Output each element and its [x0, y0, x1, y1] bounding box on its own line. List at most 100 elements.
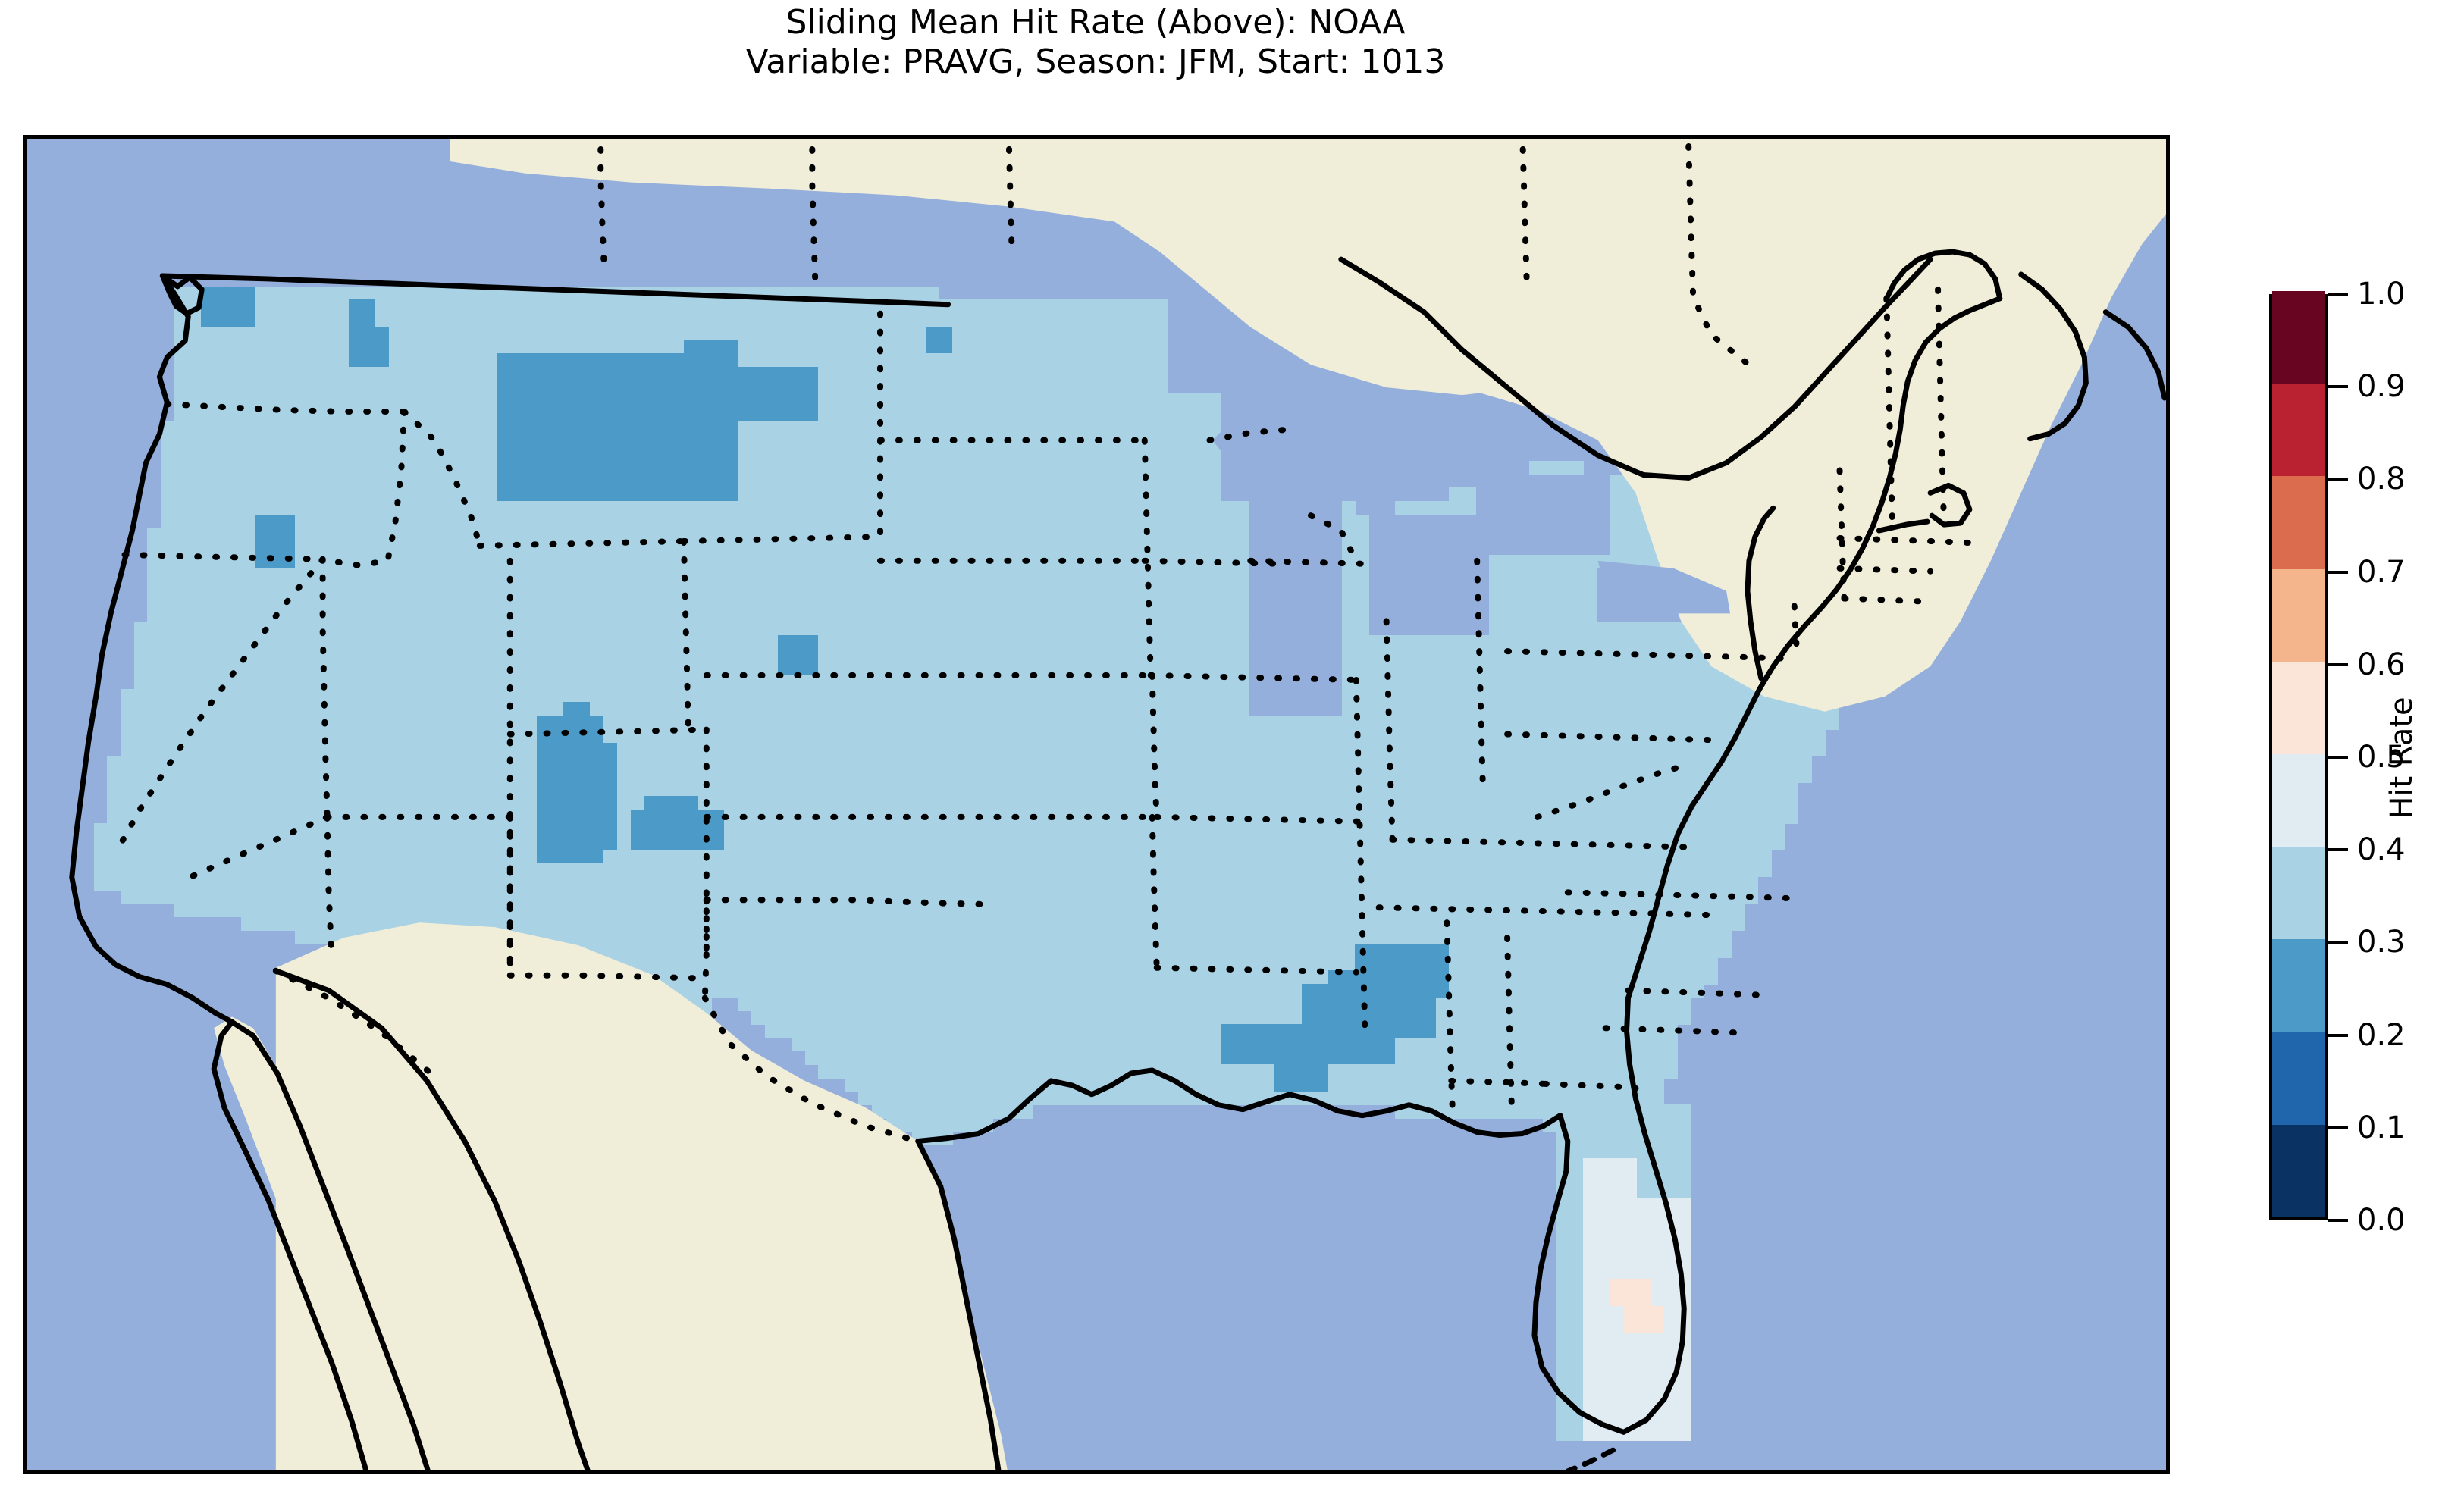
heatmap-cell [952, 326, 967, 341]
heatmap-cell [630, 313, 644, 327]
heatmap-cell [1033, 326, 1047, 341]
heatmap-cell [187, 326, 202, 341]
heatmap-cell [563, 326, 578, 341]
heatmap-cell [1100, 299, 1114, 314]
heatmap-cell [281, 286, 296, 301]
heatmap-cell [1046, 299, 1061, 314]
heatmap-cell [335, 340, 350, 354]
heatmap-cell [952, 299, 967, 314]
heatmap-cell [912, 286, 926, 301]
heatmap-cell [845, 326, 860, 341]
heatmap-cell [214, 286, 229, 301]
heatmap-cell [308, 313, 323, 327]
heatmap-cell [670, 340, 685, 354]
heatmap-cell [590, 299, 604, 314]
heatmap-cell [536, 313, 551, 327]
heatmap-cell [791, 326, 806, 341]
heatmap-cell [1046, 326, 1061, 341]
heatmap-cell [804, 340, 820, 354]
heatmap-cell [174, 313, 189, 327]
heatmap-cell [966, 340, 980, 354]
heatmap-cell [1153, 313, 1168, 327]
heatmap-cell [804, 313, 820, 327]
heatmap-cell [227, 313, 242, 327]
heatmap-cell [308, 326, 323, 341]
heatmap-cell [710, 299, 726, 314]
heatmap-cell [402, 286, 417, 301]
heatmap-cell [1113, 326, 1128, 341]
heatmap-cell [1073, 313, 1088, 327]
heatmap-cell [925, 286, 940, 301]
heatmap-cell [201, 286, 215, 301]
heatmap-cell [536, 340, 551, 354]
heatmap-cell [885, 286, 900, 301]
heatmap-cell [1140, 326, 1155, 341]
heatmap-cell [684, 326, 698, 341]
heatmap-cell [469, 286, 484, 301]
heatmap-cell [670, 299, 685, 314]
heatmap-cell [845, 313, 860, 327]
heatmap-cell [308, 340, 323, 354]
heatmap-cell [295, 286, 309, 301]
heatmap-cell [898, 286, 913, 301]
heatmap-cell [429, 326, 444, 341]
heatmap-cell [576, 313, 591, 327]
heatmap-cell [201, 340, 215, 354]
heatmap-cell [362, 313, 376, 327]
heatmap-cell [1127, 326, 1141, 341]
heatmap-cell [1006, 313, 1020, 327]
heatmap-cell [402, 313, 417, 327]
heatmap-cell [268, 326, 283, 341]
heatmap-cell [764, 313, 779, 327]
heatmap-cell [335, 299, 350, 314]
heatmap-cell [939, 326, 954, 341]
heatmap-cell [254, 326, 269, 341]
heatmap-cell [563, 299, 578, 314]
heatmap-cell [281, 299, 296, 314]
heatmap-cell [698, 299, 712, 314]
heatmap-cell [254, 313, 269, 327]
heatmap-cell [1100, 326, 1114, 341]
heatmap-cell [375, 299, 390, 314]
heatmap-cell [295, 340, 309, 354]
heatmap-cell [751, 340, 766, 354]
heatmap-cell [456, 340, 470, 354]
heatmap-cell [402, 326, 417, 341]
heatmap-cell [415, 299, 430, 314]
heatmap-cell [1153, 326, 1168, 341]
heatmap-cell [778, 340, 792, 354]
heatmap-cell [214, 299, 229, 314]
heatmap-cell [657, 340, 672, 354]
heatmap-cell [482, 340, 497, 354]
heatmap-cell [818, 326, 832, 341]
heatmap-cell [603, 326, 618, 341]
heatmap-cell [442, 326, 457, 341]
heatmap-cell [992, 313, 1007, 327]
heatmap-cell [415, 340, 430, 354]
heatmap-cell [362, 286, 376, 301]
heatmap-cell [764, 299, 779, 314]
heatmap-cell [952, 313, 967, 327]
heatmap-cell [469, 313, 484, 327]
heatmap-cell [550, 326, 564, 341]
heatmap-cell [804, 326, 820, 341]
heatmap-cell [1006, 326, 1020, 341]
heatmap-cell [550, 313, 564, 327]
heatmap-cell [295, 299, 309, 314]
heatmap-cell [402, 299, 417, 314]
heatmap-cell [764, 326, 779, 341]
heatmap-cell [496, 326, 510, 341]
heatmap-cell [509, 313, 524, 327]
heatmap-cell [724, 340, 738, 354]
heatmap-cell [254, 286, 269, 301]
heatmap-cell [415, 286, 430, 301]
heatmap-cell [832, 286, 846, 301]
heatmap-cell [1019, 313, 1034, 327]
heatmap-cell [885, 340, 900, 354]
heatmap-cell [698, 313, 712, 327]
heatmap-cell [469, 299, 484, 314]
heatmap-cell [644, 326, 658, 341]
heatmap-cell [268, 286, 283, 301]
heatmap-cell [187, 313, 202, 327]
heatmap-cell [590, 313, 604, 327]
